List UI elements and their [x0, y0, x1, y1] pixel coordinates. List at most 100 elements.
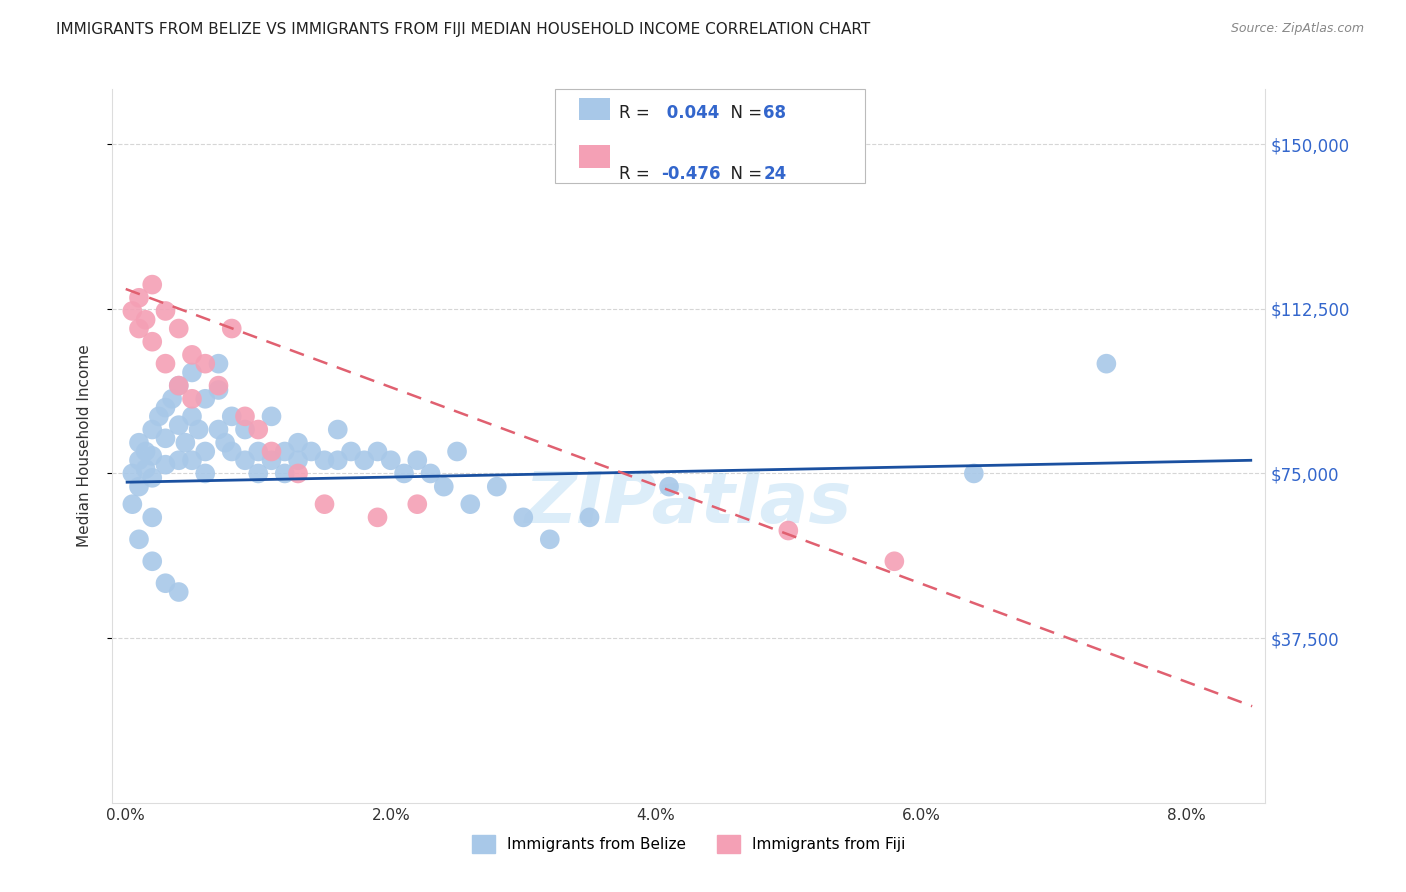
Point: [160, 392, 183, 406]
Point: [128, 453, 150, 467]
Text: N =: N =: [720, 165, 768, 183]
Point: [233, 423, 256, 437]
Point: [148, 409, 170, 424]
Point: [128, 291, 150, 305]
Point: [778, 524, 800, 538]
Point: [260, 409, 283, 424]
Text: R =: R =: [619, 165, 655, 183]
Point: [233, 453, 256, 467]
Text: Source: ZipAtlas.com: Source: ZipAtlas.com: [1230, 22, 1364, 36]
Text: R =: R =: [619, 104, 655, 122]
Point: [207, 423, 229, 437]
Point: [287, 435, 309, 450]
Text: IMMIGRANTS FROM BELIZE VS IMMIGRANTS FROM FIJI MEDIAN HOUSEHOLD INCOME CORRELATI: IMMIGRANTS FROM BELIZE VS IMMIGRANTS FRO…: [56, 22, 870, 37]
Point: [135, 312, 157, 326]
Point: [128, 435, 150, 450]
Point: [274, 444, 297, 458]
Point: [326, 423, 349, 437]
Point: [141, 334, 163, 349]
Point: [167, 585, 190, 599]
Point: [141, 449, 163, 463]
Point: [181, 409, 204, 424]
Text: ZIPatlas: ZIPatlas: [526, 468, 852, 538]
Point: [141, 423, 163, 437]
Point: [538, 533, 561, 547]
Point: [141, 277, 163, 292]
Point: [194, 357, 217, 371]
Point: [485, 480, 508, 494]
Point: [287, 453, 309, 467]
Text: 68: 68: [763, 104, 786, 122]
Point: [181, 392, 204, 406]
Legend: Immigrants from Belize, Immigrants from Fiji: Immigrants from Belize, Immigrants from …: [467, 829, 911, 859]
Text: N =: N =: [720, 104, 768, 122]
Point: [367, 444, 389, 458]
Point: [128, 533, 150, 547]
Y-axis label: Median Household Income: Median Household Income: [77, 344, 91, 548]
Point: [135, 444, 157, 458]
Point: [512, 510, 534, 524]
Point: [181, 348, 204, 362]
Point: [883, 554, 905, 568]
Point: [135, 462, 157, 476]
Point: [207, 378, 229, 392]
Point: [128, 321, 150, 335]
Text: -0.476: -0.476: [661, 165, 720, 183]
Point: [121, 497, 143, 511]
Point: [380, 453, 402, 467]
Point: [287, 467, 309, 481]
Point: [141, 554, 163, 568]
Point: [247, 423, 270, 437]
Point: [340, 444, 363, 458]
Point: [446, 444, 468, 458]
Point: [406, 497, 429, 511]
Point: [274, 467, 297, 481]
Point: [221, 321, 243, 335]
Point: [314, 453, 336, 467]
Point: [174, 435, 197, 450]
Point: [155, 431, 177, 445]
Point: [207, 357, 229, 371]
Point: [194, 444, 217, 458]
Point: [458, 497, 481, 511]
Point: [1095, 357, 1118, 371]
Point: [406, 453, 429, 467]
Point: [121, 304, 143, 318]
Point: [221, 409, 243, 424]
Point: [167, 378, 190, 392]
Point: [167, 418, 190, 433]
Point: [247, 467, 270, 481]
Point: [260, 444, 283, 458]
Point: [194, 392, 217, 406]
Point: [141, 510, 163, 524]
Point: [187, 423, 209, 437]
Point: [260, 453, 283, 467]
Point: [221, 444, 243, 458]
Text: 0.044: 0.044: [661, 104, 720, 122]
Point: [155, 576, 177, 591]
Point: [299, 444, 322, 458]
Point: [207, 383, 229, 397]
Point: [247, 444, 270, 458]
Point: [155, 401, 177, 415]
Point: [121, 467, 143, 481]
Point: [181, 366, 204, 380]
Point: [353, 453, 375, 467]
Point: [419, 467, 441, 481]
Point: [214, 435, 236, 450]
Point: [167, 453, 190, 467]
Point: [392, 467, 415, 481]
Point: [141, 471, 163, 485]
Point: [155, 357, 177, 371]
Point: [181, 453, 204, 467]
Point: [578, 510, 600, 524]
Point: [155, 458, 177, 472]
Point: [128, 480, 150, 494]
Point: [367, 510, 389, 524]
Point: [433, 480, 456, 494]
Point: [658, 480, 681, 494]
Point: [314, 497, 336, 511]
Point: [963, 467, 986, 481]
Text: 24: 24: [763, 165, 787, 183]
Point: [167, 378, 190, 392]
